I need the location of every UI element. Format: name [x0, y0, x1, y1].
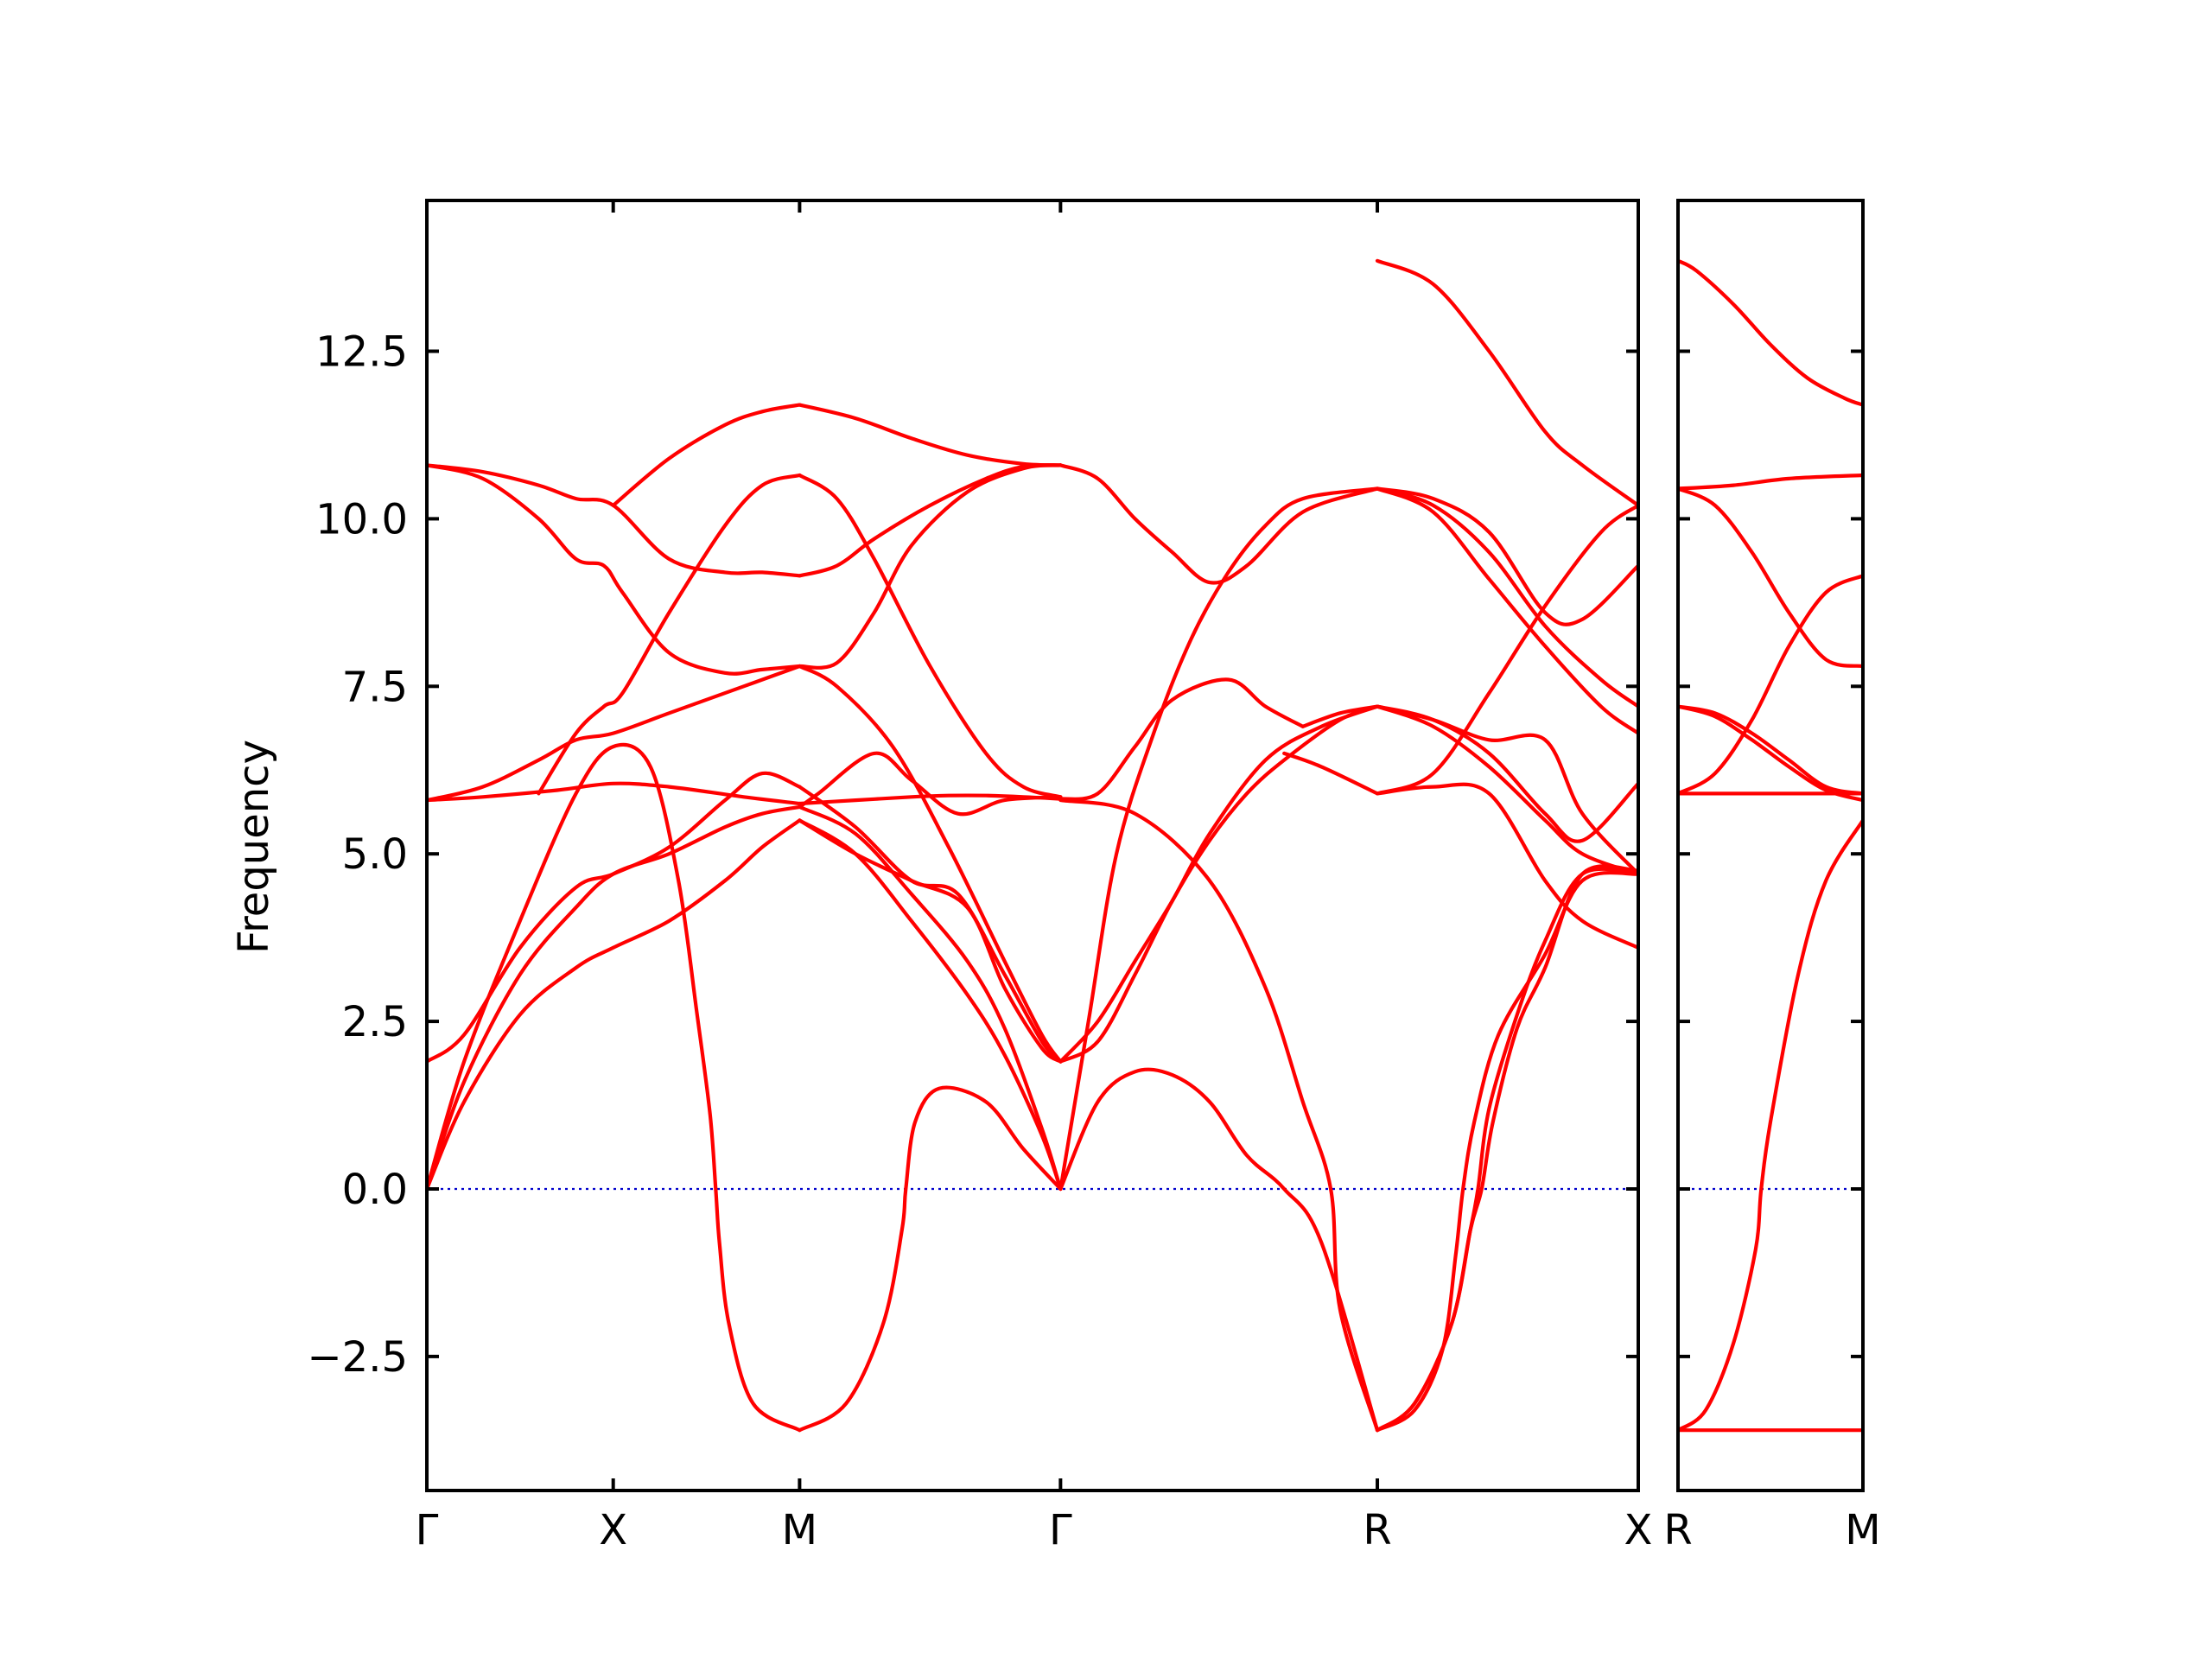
band-line-12 — [798, 403, 1063, 467]
x-tick-label: M — [1845, 1506, 1880, 1554]
band-line-20 — [798, 818, 1063, 1064]
band-line-30 — [1058, 798, 1380, 1433]
band-line-4 — [798, 1085, 1063, 1433]
band-line-17 — [798, 751, 1063, 817]
band-line-36 — [1375, 503, 1638, 796]
band-line-9 — [427, 463, 802, 676]
y-tick-label: 0.0 — [342, 1166, 408, 1214]
y-tick-label: −2.5 — [307, 1333, 408, 1382]
band-line-14 — [798, 463, 1063, 578]
band-line-35 — [1375, 486, 1638, 626]
band-line-15 — [798, 463, 1063, 670]
band-line-31 — [1282, 751, 1380, 796]
band-line-4 — [1678, 574, 1863, 796]
band-line-16 — [798, 664, 1063, 1064]
axes-frame — [425, 199, 1640, 1492]
x-tick-label: Γ — [1049, 1506, 1072, 1554]
band-line-40 — [1375, 782, 1638, 950]
band-line-13 — [798, 473, 1063, 799]
band-line-3 — [1678, 486, 1863, 669]
band-line-28 — [1058, 486, 1380, 1192]
y-tick-label: 7.5 — [342, 663, 408, 711]
band-line-6 — [427, 664, 802, 803]
band-line-43 — [1375, 864, 1638, 1433]
band-line-3 — [427, 742, 802, 1433]
band-line-25 — [1058, 463, 1380, 585]
band-line-2 — [427, 804, 802, 1192]
y-tick-label: 12.5 — [315, 328, 408, 377]
band-line-33 — [1375, 486, 1638, 709]
band-line-19 — [798, 785, 1063, 1064]
band-line-18 — [798, 793, 1063, 806]
band-line-2 — [1678, 473, 1863, 491]
x-tick-label: X — [599, 1506, 627, 1554]
band-line-22 — [798, 818, 1063, 1192]
band-line-39 — [1375, 704, 1638, 876]
band-line-37 — [1375, 704, 1638, 843]
band-line-32 — [1375, 258, 1638, 507]
band-line-1 — [1678, 258, 1863, 407]
band-line-29 — [1058, 1067, 1380, 1433]
band-line-42 — [1375, 867, 1638, 1433]
y-tick-label: 10.0 — [315, 495, 408, 543]
band-line-41 — [1375, 870, 1638, 1433]
band-line-5 — [1678, 704, 1863, 796]
band-line-7 — [427, 781, 802, 806]
band-line-5 — [427, 771, 802, 1064]
band-line-11 — [611, 403, 802, 507]
y-tick-label: 2.5 — [342, 998, 408, 1046]
band-line-23 — [1058, 677, 1305, 802]
band-line-10 — [537, 473, 802, 796]
bands — [427, 258, 1638, 1433]
band-line-38 — [1375, 704, 1638, 876]
band-line-26 — [1058, 704, 1380, 1064]
band-line-1 — [427, 818, 802, 1192]
x-tick-label: R — [1363, 1506, 1391, 1554]
band-line-27 — [1058, 704, 1380, 1064]
x-tick-label: Γ — [416, 1506, 439, 1554]
x-tick-label: X — [1624, 1506, 1653, 1554]
band-line-6 — [1678, 704, 1863, 803]
band-line-34 — [1375, 486, 1638, 735]
band-line-8 — [1678, 818, 1863, 1433]
band-line-21 — [798, 804, 1063, 1192]
x-tick-label: M — [782, 1506, 817, 1554]
axes-frame — [1676, 199, 1865, 1492]
y-axis-label: Frequency — [230, 740, 278, 954]
panel-1: Γ X M Γ R X −2.5 0.0 2.5 5.0 7.5 10.0 12.5 — [307, 199, 1653, 1554]
x-tick-label: R — [1663, 1506, 1692, 1554]
band-line-8 — [427, 463, 802, 578]
bands — [1678, 258, 1863, 1433]
y-tick-label: 5.0 — [342, 830, 408, 879]
plot-panels: Γ X M Γ R X−2.50.02.55.07.510.012.5R M — [307, 199, 1881, 1554]
